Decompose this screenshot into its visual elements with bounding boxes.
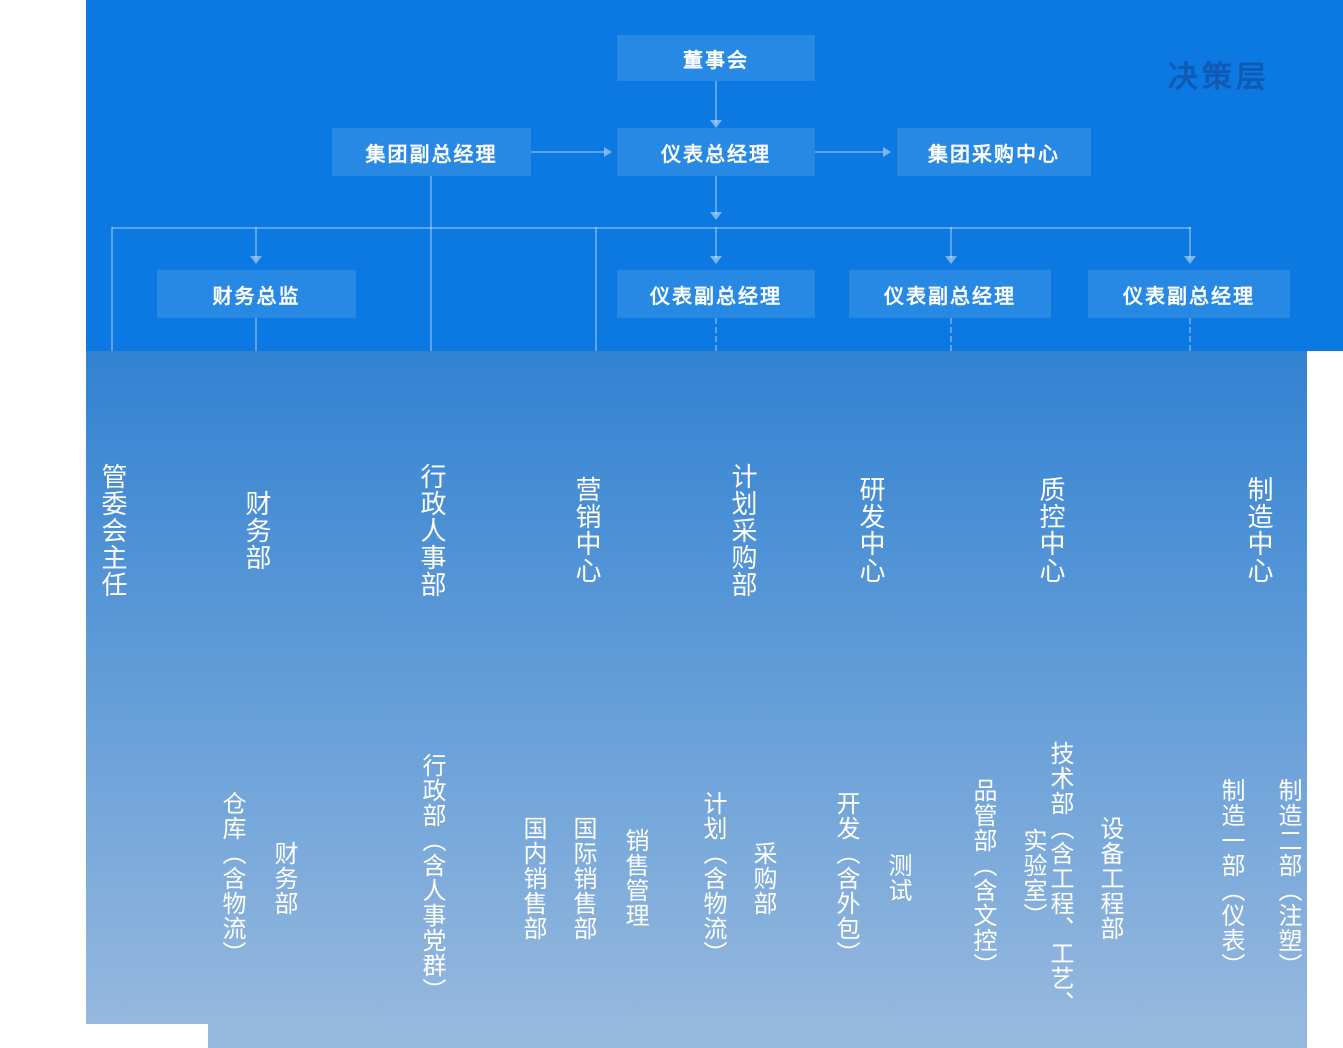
dashed-connector-line: [715, 318, 717, 351]
sub-department-label: 测试: [884, 853, 912, 903]
department-label: 财务部: [241, 489, 271, 571]
down-arrow: [945, 256, 957, 264]
sub-department-label: 设备工程部: [1096, 815, 1124, 941]
down-arrow: [710, 256, 722, 264]
down-arrow: [250, 256, 262, 264]
org-node-board: 董事会: [617, 35, 815, 81]
department-label: 计划采购部: [727, 462, 757, 598]
department-label: 质控中心: [1035, 476, 1065, 584]
connector-line: [430, 176, 432, 351]
department-label: 管委会主任: [97, 462, 127, 598]
dashed-connector-line: [1189, 318, 1191, 351]
org-node-instrument-deputy-gm-1: 仪表副总经理: [617, 270, 815, 318]
connector-line: [1189, 227, 1191, 258]
org-node-group-procurement-center: 集团采购中心: [897, 128, 1091, 176]
sub-department-label: 品管部（含文控）: [969, 778, 997, 978]
sub-department-label: 国内销售部: [519, 815, 547, 941]
connector-line: [715, 227, 717, 258]
connector-line: [111, 227, 113, 351]
sub-department-label: 采购部: [749, 840, 777, 916]
connector-line: [531, 151, 605, 153]
sub-department-label: 制造二部（注塑）: [1274, 778, 1302, 978]
sub-department-label: 财务部: [270, 840, 298, 916]
connector-line: [950, 227, 952, 258]
decision-layer-watermark: 决策层: [1168, 60, 1270, 95]
connector-rail: [112, 227, 1191, 229]
connector-line: [815, 151, 883, 153]
sub-department-label: 行政部（含人事党群）: [418, 753, 446, 1003]
department-label: 行政人事部: [416, 462, 446, 598]
dashed-connector-line: [950, 318, 952, 351]
department-label: 制造中心: [1243, 476, 1273, 584]
down-arrow: [1184, 256, 1196, 264]
department-label: 营销中心: [571, 476, 601, 584]
sub-department-label: 销售管理: [621, 828, 649, 928]
sub-department-label: 仓库（含物流）: [218, 790, 246, 966]
org-node-finance-director: 财务总监: [157, 270, 356, 318]
sub-department-label: 计划（含物流）: [699, 790, 727, 966]
execution-layer-panel: [86, 351, 1307, 1024]
sub-department-label: 制造一部（仪表）: [1217, 778, 1245, 978]
down-arrow: [710, 120, 722, 128]
org-node-instrument-gm: 仪表总经理: [617, 128, 815, 176]
connector-line: [715, 176, 717, 214]
sub-department-label: 开发（含外包）: [832, 790, 860, 966]
connector-line: [715, 81, 717, 123]
right-arrow: [883, 147, 891, 157]
department-label: 研发中心: [855, 476, 885, 584]
connector-line: [255, 318, 257, 351]
sub-department-label: 技术部（含工程、工艺、实验室）: [1019, 740, 1074, 1016]
org-node-group-deputy-gm: 集团副总经理: [332, 128, 531, 176]
connector-line: [255, 227, 257, 258]
down-arrow: [710, 212, 722, 220]
org-node-instrument-deputy-gm-2: 仪表副总经理: [849, 270, 1051, 318]
decision-layer-panel: [86, 0, 1343, 351]
right-arrow: [604, 147, 612, 157]
connector-line: [595, 227, 597, 351]
org-node-instrument-deputy-gm-3: 仪表副总经理: [1088, 270, 1290, 318]
sub-department-label: 国际销售部: [569, 815, 597, 941]
